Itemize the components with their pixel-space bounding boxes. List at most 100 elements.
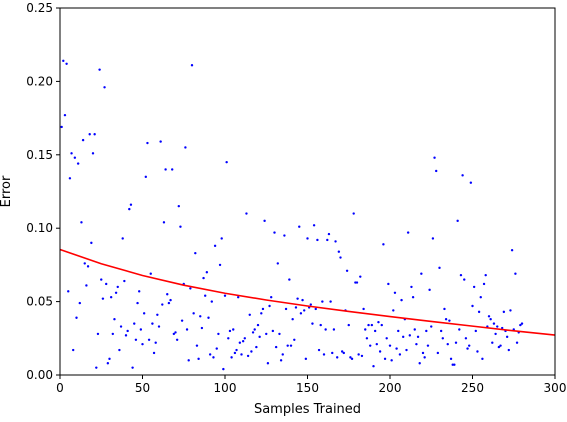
data-point: [248, 313, 251, 317]
data-point: [157, 325, 161, 328]
data-point: [114, 291, 118, 294]
data-point: [448, 319, 451, 322]
data-point: [230, 356, 233, 359]
data-point: [147, 338, 151, 341]
data-point: [345, 269, 349, 272]
data-point: [192, 312, 195, 315]
x-tick-label: 250: [461, 381, 484, 395]
data-point: [413, 328, 416, 331]
data-point: [354, 281, 357, 284]
data-point: [439, 329, 443, 333]
data-point: [491, 341, 494, 344]
data-point: [514, 272, 517, 275]
data-point: [237, 295, 240, 299]
data-point: [177, 204, 180, 208]
x-tick-label: 300: [544, 381, 567, 395]
data-point: [65, 62, 68, 65]
data-point: [289, 344, 293, 347]
data-point: [167, 301, 171, 305]
data-point: [479, 295, 482, 299]
data-point: [129, 203, 133, 206]
data-point: [472, 285, 476, 289]
data-point: [469, 181, 473, 184]
data-point: [81, 138, 85, 142]
x-tick-label: 150: [296, 381, 319, 395]
data-point: [235, 348, 238, 352]
data-point: [453, 363, 456, 366]
data-point: [131, 366, 134, 369]
data-point: [256, 323, 260, 327]
data-point: [179, 225, 182, 228]
data-point: [464, 337, 468, 340]
data-point: [100, 278, 103, 281]
data-point: [360, 354, 364, 358]
data-point: [443, 307, 446, 311]
data-point: [70, 152, 73, 155]
data-point: [141, 342, 144, 346]
data-point: [164, 168, 167, 171]
data-point: [497, 345, 501, 349]
data-point: [286, 344, 289, 347]
data-point: [270, 295, 273, 299]
data-point: [225, 160, 228, 164]
data-point: [499, 344, 502, 347]
trend-line: [59, 248, 556, 336]
data-point: [210, 300, 213, 303]
data-point: [159, 140, 162, 143]
data-point: [146, 141, 149, 145]
data-point: [246, 354, 250, 358]
data-point: [215, 347, 218, 350]
y-axis-ticks: 0.00 0.05 0.10 0.15 0.20 0.25: [26, 1, 60, 382]
data-point: [208, 353, 212, 356]
data-point: [431, 237, 435, 240]
data-point: [418, 362, 421, 365]
data-point: [476, 350, 479, 353]
data-point: [200, 326, 204, 330]
data-point: [116, 285, 119, 289]
data-point: [86, 265, 90, 268]
data-point: [238, 341, 242, 344]
data-point: [113, 318, 116, 321]
data-point: [274, 345, 278, 349]
data-point: [387, 282, 390, 286]
data-point: [294, 306, 298, 309]
data-point: [76, 162, 80, 165]
data-point: [456, 219, 459, 223]
data-point: [261, 307, 265, 311]
data-point: [63, 113, 67, 117]
data-point: [395, 347, 398, 350]
data-point: [436, 351, 440, 355]
data-point: [520, 322, 524, 325]
data-point: [416, 335, 420, 339]
data-point: [510, 249, 514, 252]
y-tick-label: 0.05: [26, 295, 53, 309]
data-point: [144, 175, 147, 179]
data-point: [106, 362, 110, 365]
x-tick-label: 200: [379, 381, 402, 395]
data-point: [390, 359, 393, 362]
data-point: [161, 303, 164, 306]
data-point: [454, 341, 458, 344]
y-tick-label: 0.25: [26, 1, 53, 15]
data-point: [96, 332, 100, 336]
data-point: [482, 282, 486, 286]
data-point: [291, 318, 294, 321]
data-point: [306, 237, 309, 240]
data-point: [88, 133, 91, 136]
data-point: [299, 312, 303, 315]
data-point: [329, 300, 332, 303]
data-point: [185, 328, 189, 331]
data-point: [373, 329, 377, 333]
data-point: [232, 328, 235, 331]
data-point: [367, 323, 370, 327]
data-point: [72, 348, 75, 352]
data-point: [223, 294, 227, 297]
data-point: [425, 329, 428, 333]
data-point: [359, 275, 362, 278]
data-point: [227, 337, 230, 340]
data-point: [342, 351, 345, 355]
data-point: [101, 297, 105, 300]
data-point: [494, 332, 497, 336]
